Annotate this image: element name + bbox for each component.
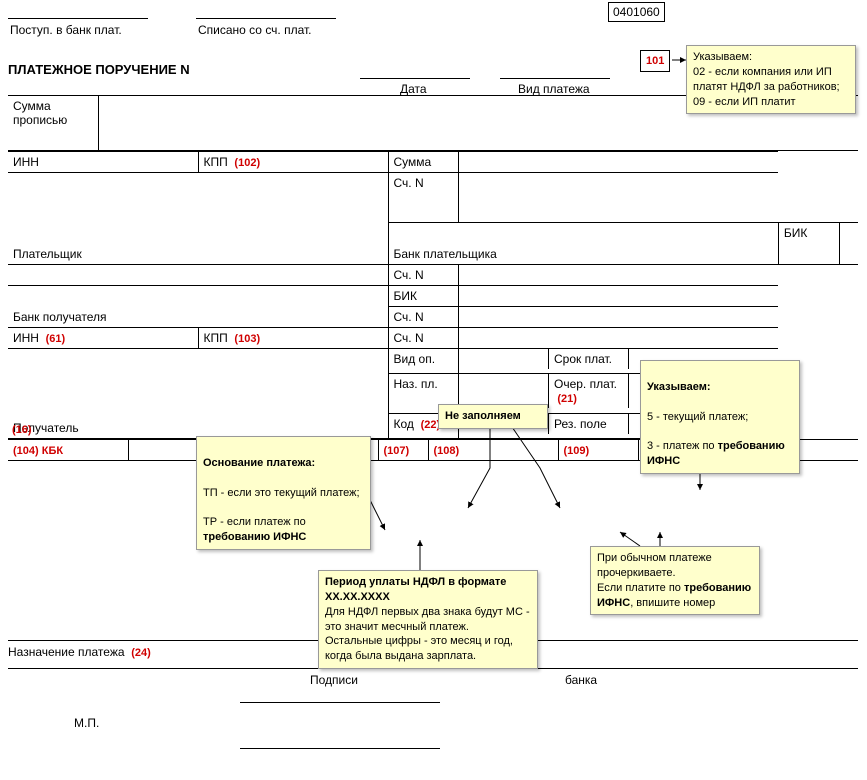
lbl-rez: Рез. поле [549,414,629,434]
cell-schn1-val [458,173,778,223]
cell-bik1-lbl: БИК [778,223,839,265]
cell-inn61: ИНН (61) [8,328,198,349]
code-103: (103) [234,333,260,345]
cell-bank-plat: Банк плательщика [388,223,778,265]
hdr-spisano: Списано со сч. плат. [198,23,312,37]
cell-schn2-val [458,265,778,286]
cell-bank-poluch: Банк получателя [8,286,388,328]
cell-bik2-lbl: БИК [388,286,458,307]
cell-109: (109) [558,440,638,461]
cell-summa-lbl: Сумма [388,152,458,173]
lbl-ocher: Очер. плат. [554,377,617,391]
cell-poluchatel: Получатель [8,349,388,439]
code-107: (107) [384,445,410,457]
note-nezap-txt: Не заполняем [445,410,521,422]
cell-107: (107) [378,440,428,461]
vid-label: Вид платежа [518,82,590,96]
doc-title: ПЛАТЕЖНОЕ ПОРУЧЕНИЕ N [8,62,190,77]
vid-line [500,78,610,79]
note-101-title: Указываем: 02 - если компания или ИП пла… [693,51,840,108]
code-109: (109) [564,445,590,457]
txt-naznachenie: Назначение платежа [8,645,125,659]
cell-summa-val [458,152,778,173]
lbl-kpp: КПП [204,155,228,169]
hdr-line-spisano [196,18,336,19]
lbl-kpp2: КПП [204,331,228,345]
cell-schn4-val [458,328,778,349]
lbl-mp: М.П. [74,716,99,730]
code-108: (108) [434,445,460,457]
note-osnov-t1: Основание платежа: [203,457,315,469]
cell-kpp103: КПП (103) [198,328,388,349]
lbl-kod: Код [394,417,414,431]
code-24: (24) [131,647,151,659]
cell-schn4-lbl: Сч. N [388,328,458,349]
date-label: Дата [400,82,427,96]
cell-bik2-val [458,286,778,307]
lbl-podpisi: Подписи [310,673,358,687]
lbl-banka: банка [565,673,597,687]
cell-schn1-lbl: Сч. N [388,173,458,223]
cell-schn3-val [458,307,778,328]
code-101: 101 [646,55,664,67]
lbl-naznachenie: Назначение платежа (24) [8,645,151,659]
hdr-line-postup [8,18,148,19]
code-102: (102) [234,157,260,169]
cell-108: (108) [428,440,558,461]
lbl-srok: Срок плат. [549,349,629,369]
code-61: (61) [46,333,66,345]
cell-inn: ИНН [8,152,198,173]
note-nezap: Не заполняем [438,404,548,429]
note-period: Период уплаты НДФЛ в формате ХХ.ХХ.ХХХХ … [318,570,538,669]
form-code-box: 0401060 [608,2,665,22]
line-sign2 [240,748,440,749]
lbl-inn2: ИНН [13,331,39,345]
code-16: (16) [12,424,32,436]
lbl-inn: ИНН [13,155,39,169]
code-21: (21) [557,393,577,405]
cell-bik1-val [839,223,858,265]
cell-vidop-lbl: Вид оп. [388,349,458,374]
note-101: Указываем: 02 - если компания или ИП пла… [686,45,856,114]
date-line [360,78,470,79]
note-ukaz: Указываем: 5 - текущий платеж; 3 - плате… [640,360,800,474]
line-sign1 [240,702,440,703]
cell-schn3-lbl: Сч. N [388,307,458,328]
hdr-postup: Поступ. в банк плат. [10,23,122,37]
note-osnov: Основание платежа: ТП - если это текущий… [196,436,371,550]
note-obich: При обычном платеже прочеркиваете. Если … [590,546,760,615]
cell-104: (104) КБК [8,440,128,461]
cell-schn2-lbl: Сч. N [388,265,458,286]
code-104: (104) КБК [13,445,63,457]
cell-kpp: КПП (102) [198,152,388,173]
cell-platelshik: Плательщик [8,173,388,265]
cell-summa-prop: Сумма прописью [8,96,98,151]
